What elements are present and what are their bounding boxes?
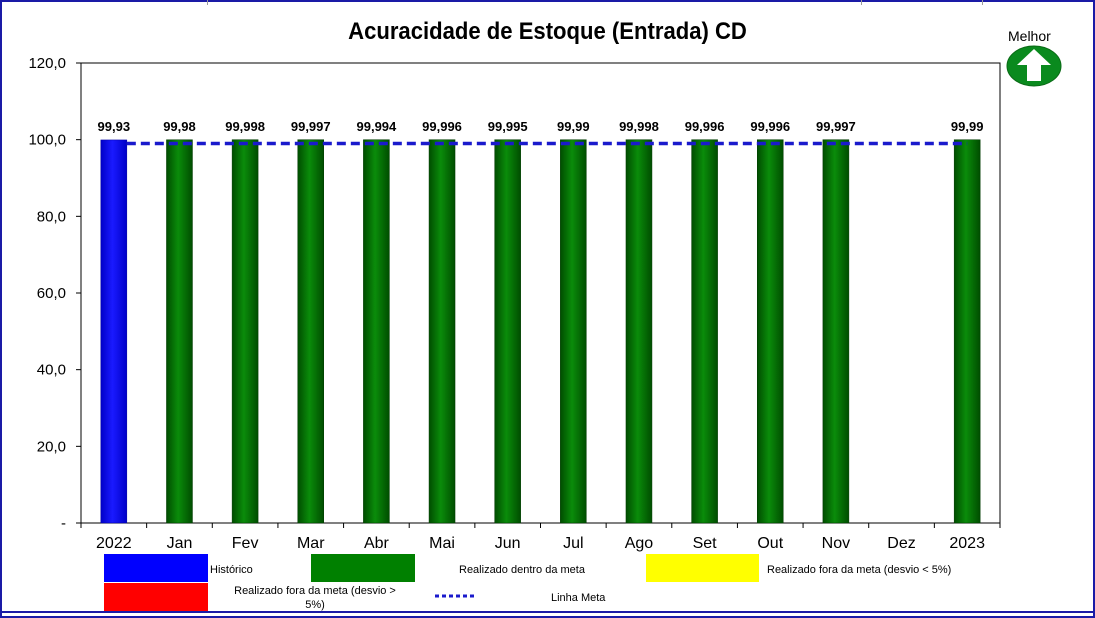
bar [428,139,456,524]
legend-swatch-fora-menor [646,554,759,582]
bar [560,139,587,524]
legend-label-fora-maior-line2: 5%) [305,599,325,611]
y-tick-label: 60,0 [37,285,66,302]
x-tick-label: Dez [887,535,915,552]
y-tick-label: 40,0 [37,362,66,379]
legend-label-fora-menor: Realizado fora da meta (desvio < 5%) [767,564,952,576]
data-label: 99,995 [488,119,528,134]
data-label: 99,994 [357,119,398,134]
bar [494,139,521,524]
chart-title: Acuracidade de Estoque (Entrada) CD [348,18,747,45]
data-label: 99,996 [685,119,725,134]
top-gridmark [982,0,983,5]
y-tick-label: - [61,515,66,532]
plot-area [80,62,1001,524]
bar [297,139,324,524]
legend-label-fora-maior: Realizado fora da meta (desvio > 5%) [220,584,410,612]
legend-label-dentro: Realizado dentro da meta [459,564,585,576]
legend-label-fora-maior-line1: Realizado fora da meta (desvio > [234,585,396,597]
arrow-up-icon [1006,45,1062,87]
legend-label-linha-meta: Linha Meta [551,592,606,604]
x-tick-label: Jan [167,535,193,552]
x-tick-label: Mai [429,535,455,552]
data-label: 99,997 [816,119,856,134]
x-tick-label: Abr [364,535,390,552]
x-tick-label: 2022 [96,535,132,552]
legend-label-historico: Histórico [210,564,253,576]
data-label: 99,99 [951,119,984,134]
bar [363,139,390,524]
bar [953,139,981,524]
y-tick-label: 20,0 [37,438,66,455]
bar [691,139,718,524]
x-tick-label: Out [757,535,783,552]
data-label: 99,997 [291,119,331,134]
data-label: 99,98 [163,119,196,134]
legend-swatch-fora-maior [104,583,208,611]
x-tick-label: Set [693,535,718,552]
top-gridmark [207,0,208,5]
bar [100,139,128,524]
bar [166,139,193,524]
bar [822,139,850,524]
data-label: 99,93 [98,119,131,134]
bottom-border [0,611,1095,613]
legend-swatch-linha-meta [435,594,475,598]
x-tick-label: Jun [495,535,521,552]
x-tick-label: Ago [625,535,654,552]
x-tick-label: Jul [563,535,583,552]
bar [625,139,653,524]
top-gridmark [861,0,862,5]
data-label: 99,998 [619,119,659,134]
x-tick-label: Nov [822,535,850,552]
legend-swatch-dentro [311,554,415,582]
bar [231,139,259,524]
x-tick-label: 2023 [949,535,985,552]
y-tick-label: 120,0 [28,55,66,72]
indicator-label: Melhor [1008,28,1051,44]
y-tick-label: 100,0 [28,132,66,149]
x-tick-label: Mar [297,535,325,552]
legend-swatch-historico [104,554,208,582]
y-tick-label: 80,0 [37,208,66,225]
data-label: 99,996 [422,119,462,134]
bar [757,139,784,524]
data-label: 99,996 [750,119,790,134]
data-label: 99,99 [557,119,590,134]
data-label: 99,998 [225,119,265,134]
x-tick-label: Fev [232,535,259,552]
